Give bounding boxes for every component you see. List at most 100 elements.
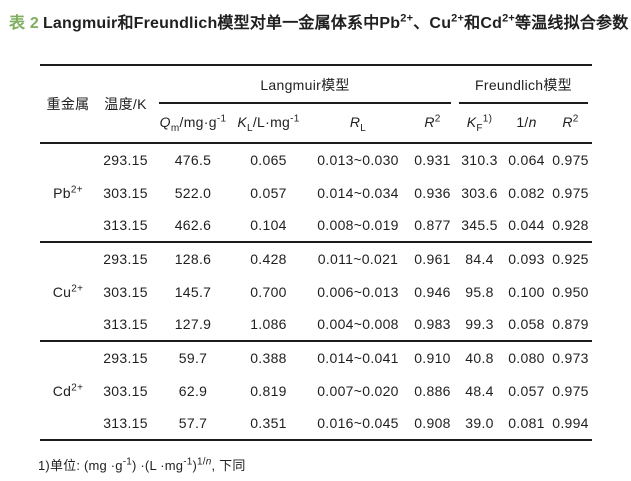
metal-cell: Pb2+ xyxy=(40,143,96,243)
kl-cell: 0.104 xyxy=(231,209,306,243)
header-r2-langmuir: R2 xyxy=(410,104,455,144)
kf-cell: 39.0 xyxy=(455,407,504,441)
kf-cell: 310.3 xyxy=(461,152,498,168)
table-row: 313.15 57.7 0.351 0.016~0.045 0.908 39.0… xyxy=(40,407,593,441)
kf-cell: 99.3 xyxy=(455,308,504,342)
rl-cell: 0.014~0.041 xyxy=(317,350,399,366)
table-row: Cu2+ 293.15 128.6 0.428 0.011~0.021 0.96… xyxy=(40,242,592,342)
r2-freundlich-cell: 0.925 xyxy=(552,251,589,267)
r2-freundlich-cell: 0.994 xyxy=(549,407,593,441)
qm-cell: 462.6 xyxy=(155,209,231,243)
r2-langmuir-cell: 0.877 xyxy=(410,209,455,243)
rl-cell: 0.008~0.019 xyxy=(306,209,410,243)
n-cell: 0.081 xyxy=(504,407,549,441)
r2-freundlich-cell: 0.975 xyxy=(552,152,589,168)
header-r2-freundlich: R2 xyxy=(549,104,593,144)
n-cell: 0.080 xyxy=(508,350,545,366)
metal-cell: Cu2+ xyxy=(40,242,96,342)
qm-cell: 128.6 xyxy=(174,251,212,267)
table-row: 303.15 145.7 0.700 0.006~0.013 0.946 95.… xyxy=(40,275,592,308)
temp-cell: 303.15 xyxy=(103,184,148,201)
n-cell: 0.082 xyxy=(508,184,545,201)
temp-cell: 293.15 xyxy=(103,152,148,168)
r2-langmuir-cell: 0.908 xyxy=(410,407,455,441)
r2-langmuir-cell: 0.961 xyxy=(414,251,451,267)
kl-cell: 0.428 xyxy=(250,251,287,267)
qm-cell: 62.9 xyxy=(178,382,208,399)
r2-langmuir-cell: 0.936 xyxy=(414,184,451,201)
qm-cell: 476.5 xyxy=(174,152,212,168)
kf-cell: 48.4 xyxy=(465,382,494,399)
table-row: 303.15 62.9 0.819 0.007~0.020 0.886 48.4… xyxy=(40,374,592,407)
r2-freundlich-cell: 0.973 xyxy=(552,350,589,366)
rl-cell: 0.016~0.045 xyxy=(306,407,410,441)
temp-cell: 313.15 xyxy=(96,407,155,441)
header-metal: 重金属 xyxy=(40,65,96,144)
r2-langmuir-cell: 0.886 xyxy=(414,382,451,399)
rl-cell: 0.014~0.034 xyxy=(317,184,399,201)
header-kf: KF1) xyxy=(455,104,504,144)
qm-cell: 57.7 xyxy=(155,407,231,441)
r2-langmuir-cell: 0.910 xyxy=(414,350,451,366)
r2-langmuir-cell: 0.983 xyxy=(410,308,455,342)
kl-cell: 0.819 xyxy=(250,382,287,399)
temp-cell: 303.15 xyxy=(103,283,148,300)
rl-cell: 0.004~0.008 xyxy=(306,308,410,342)
rl-cell: 0.006~0.013 xyxy=(317,283,399,300)
r2-freundlich-cell: 0.950 xyxy=(552,283,589,300)
table-row: 313.15 127.9 1.086 0.004~0.008 0.983 99.… xyxy=(40,308,593,342)
table-row: 313.15 462.6 0.104 0.008~0.019 0.877 345… xyxy=(40,209,593,243)
params-table: 重金属 温度/K Langmuir模型 Freundlich模型 Qm/mg·g… xyxy=(40,64,593,441)
r2-freundlich-cell: 0.975 xyxy=(552,382,589,399)
table-number-label: 表 2 xyxy=(9,15,39,32)
n-cell: 0.044 xyxy=(504,209,549,243)
r2-freundlich-cell: 0.928 xyxy=(549,209,593,243)
table-row: Cd2+ 293.15 59.7 0.388 0.014~0.041 0.910… xyxy=(40,341,592,441)
qm-cell: 127.9 xyxy=(155,308,231,342)
header-row-params: Qm/mg·g-1 KL/L·mg-1 RL R2 KF1) 1/n R2 xyxy=(40,104,593,144)
header-n: 1/n xyxy=(504,104,549,144)
header-kl: KL/L·mg-1 xyxy=(231,104,306,144)
table-row: 303.15 522.0 0.057 0.014~0.034 0.936 303… xyxy=(40,176,592,209)
n-cell: 0.100 xyxy=(508,283,545,300)
r2-langmuir-cell: 0.931 xyxy=(414,152,451,168)
title-text: Langmuir和Freundlich模型对单一金属体系中Pb2+、Cu2+和C… xyxy=(42,12,629,32)
temp-cell: 293.15 xyxy=(103,350,148,366)
header-freundlich-model: Freundlich模型 xyxy=(455,65,592,104)
n-cell: 0.064 xyxy=(508,152,545,168)
qm-cell: 522.0 xyxy=(174,184,212,201)
temp-cell: 313.15 xyxy=(96,308,155,342)
kf-cell: 40.8 xyxy=(465,350,494,366)
kf-cell: 95.8 xyxy=(465,283,494,300)
page-title: 表 2 Langmuir和Freundlich模型对单一金属体系中Pb2+、Cu2… xyxy=(0,0,631,33)
temp-cell: 313.15 xyxy=(96,209,155,243)
header-row-models: 重金属 温度/K Langmuir模型 Freundlich模型 xyxy=(40,65,592,144)
n-cell: 0.057 xyxy=(508,382,545,399)
rl-cell: 0.013~0.030 xyxy=(317,152,399,168)
kl-cell: 0.388 xyxy=(250,350,287,366)
metal-cell: Cd2+ xyxy=(40,341,96,441)
kl-cell: 0.351 xyxy=(231,407,306,441)
kl-cell: 0.700 xyxy=(250,283,287,300)
r2-freundlich-cell: 0.975 xyxy=(552,184,589,201)
n-cell: 0.093 xyxy=(508,251,545,267)
rl-cell: 0.007~0.020 xyxy=(317,382,399,399)
header-langmuir-model: Langmuir模型 xyxy=(155,65,455,104)
header-temp: 温度/K xyxy=(96,65,155,144)
kl-cell: 1.086 xyxy=(231,308,306,342)
header-qm: Qm/mg·g-1 xyxy=(155,104,231,144)
qm-cell: 59.7 xyxy=(178,350,208,366)
footnote: 1)单位: (mg ·g-1) ·(L ·mg-1)1/n, 下同 xyxy=(38,456,246,473)
kf-cell: 303.6 xyxy=(461,184,498,201)
n-cell: 0.058 xyxy=(504,308,549,342)
table-row: Pb2+ 293.15 476.5 0.065 0.013~0.030 0.93… xyxy=(40,143,592,243)
r2-langmuir-cell: 0.946 xyxy=(414,283,451,300)
kf-cell: 345.5 xyxy=(455,209,504,243)
kl-cell: 0.057 xyxy=(250,184,287,201)
kl-cell: 0.065 xyxy=(250,152,287,168)
kf-cell: 84.4 xyxy=(465,251,494,267)
qm-cell: 145.7 xyxy=(174,283,212,300)
rl-cell: 0.011~0.021 xyxy=(317,251,399,267)
temp-cell: 303.15 xyxy=(103,382,148,399)
